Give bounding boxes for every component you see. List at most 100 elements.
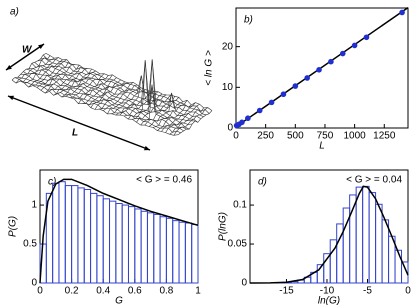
surface-line <box>44 64 80 94</box>
histogram-bar <box>140 210 148 284</box>
panel-label: b) <box>244 15 253 26</box>
fit-curve <box>39 178 199 284</box>
y-tick-label: 1 <box>31 200 37 211</box>
data-point <box>399 9 405 16</box>
plot-frame <box>249 169 409 284</box>
arrow-head <box>38 44 44 50</box>
data-point <box>280 91 287 98</box>
data-point <box>363 34 370 41</box>
surface-line <box>61 70 96 98</box>
surface-line <box>32 59 67 86</box>
y-axis-label: < ln G > <box>204 50 215 86</box>
y-tick-label: 0.1 <box>233 200 247 211</box>
data-point <box>256 107 263 114</box>
surface-line <box>17 76 184 132</box>
surface-line <box>90 81 126 108</box>
x-tick-label: 0.8 <box>159 286 173 297</box>
arrow-head <box>6 64 12 70</box>
panel-label: a) <box>10 7 19 18</box>
surface-line <box>40 64 76 91</box>
y-axis-label: P(G) <box>8 216 19 237</box>
plot-frame <box>39 169 199 284</box>
surface-line <box>78 74 113 104</box>
annotation: W <box>22 45 33 56</box>
x-tick-label: 0.2 <box>65 286 79 297</box>
histogram-bar <box>178 221 186 284</box>
surface-line <box>169 107 204 135</box>
surface-line <box>157 104 192 131</box>
x-axis-label: G <box>115 296 123 305</box>
surface-line <box>53 68 88 96</box>
surface-line <box>152 100 188 128</box>
x-tick-label: -15 <box>279 286 294 297</box>
histogram-bar <box>146 212 155 284</box>
y-tick-label: 10 <box>222 82 234 93</box>
histogram-bar <box>90 192 98 284</box>
histogram-bar <box>52 182 60 284</box>
surface-line <box>20 57 55 83</box>
surface-line <box>111 89 146 114</box>
surface-line <box>119 90 155 116</box>
fit-line <box>235 6 409 128</box>
histogram-bar <box>83 188 92 284</box>
y-tick-label: 0 <box>241 278 247 289</box>
histogram-bar <box>381 219 390 284</box>
surface-line <box>74 75 109 100</box>
x-tick-label: 0.6 <box>128 286 142 297</box>
surface-line <box>148 92 184 127</box>
annotation: L <box>72 128 78 139</box>
x-tick-label: 0.4 <box>96 286 110 297</box>
data-point <box>292 83 299 89</box>
surface-line <box>99 82 134 110</box>
arrow <box>7 95 151 151</box>
surface-line <box>82 77 117 104</box>
x-tick-label: 1000 <box>343 131 366 142</box>
histogram-bar <box>355 186 364 284</box>
surface-line <box>28 59 63 88</box>
histogram-bar <box>64 185 73 284</box>
plot-frame <box>235 7 409 129</box>
surface-line <box>124 91 159 117</box>
data-point <box>316 67 322 73</box>
x-tick-label: 0 <box>405 286 411 297</box>
x-axis-label: ln(G) <box>318 296 340 305</box>
histogram-bar <box>394 249 403 284</box>
arrow <box>5 43 45 71</box>
x-axis-label: L <box>319 141 325 152</box>
x-tick-label: 1 <box>195 286 201 297</box>
surface-line <box>86 79 121 105</box>
surface-line <box>177 110 213 135</box>
data-point <box>328 58 334 65</box>
x-tick-label: 500 <box>287 131 304 142</box>
surface-line <box>70 73 105 98</box>
y-tick-label: 20 <box>222 41 234 52</box>
annotation: < G > = 0.46 <box>136 175 192 186</box>
x-tick-label: 250 <box>257 131 274 142</box>
surface-line <box>15 55 51 84</box>
y-tick-label: 0 <box>227 123 233 134</box>
surface-line <box>161 102 196 132</box>
histogram-bar <box>77 187 85 284</box>
surface-line <box>34 62 201 120</box>
histogram-bar <box>375 203 383 284</box>
surface-line <box>26 68 193 125</box>
surface-line <box>132 59 167 120</box>
data-point <box>304 75 310 81</box>
histogram-bar <box>153 213 161 284</box>
surface-line <box>65 73 101 97</box>
x-tick-label: 1250 <box>373 131 396 142</box>
x-tick-label: -5 <box>363 286 372 297</box>
histogram-bar <box>96 195 104 284</box>
surface-line <box>107 87 142 115</box>
surface-line <box>173 107 208 136</box>
histogram-bar <box>102 198 111 284</box>
arrow-head <box>144 145 150 151</box>
x-tick-label: 0 <box>233 131 239 142</box>
surface-line <box>24 57 59 84</box>
x-tick-label: -10 <box>320 286 335 297</box>
data-point <box>339 50 346 57</box>
data-point <box>351 42 358 49</box>
histogram-bar <box>71 185 79 284</box>
data-point <box>245 115 251 122</box>
